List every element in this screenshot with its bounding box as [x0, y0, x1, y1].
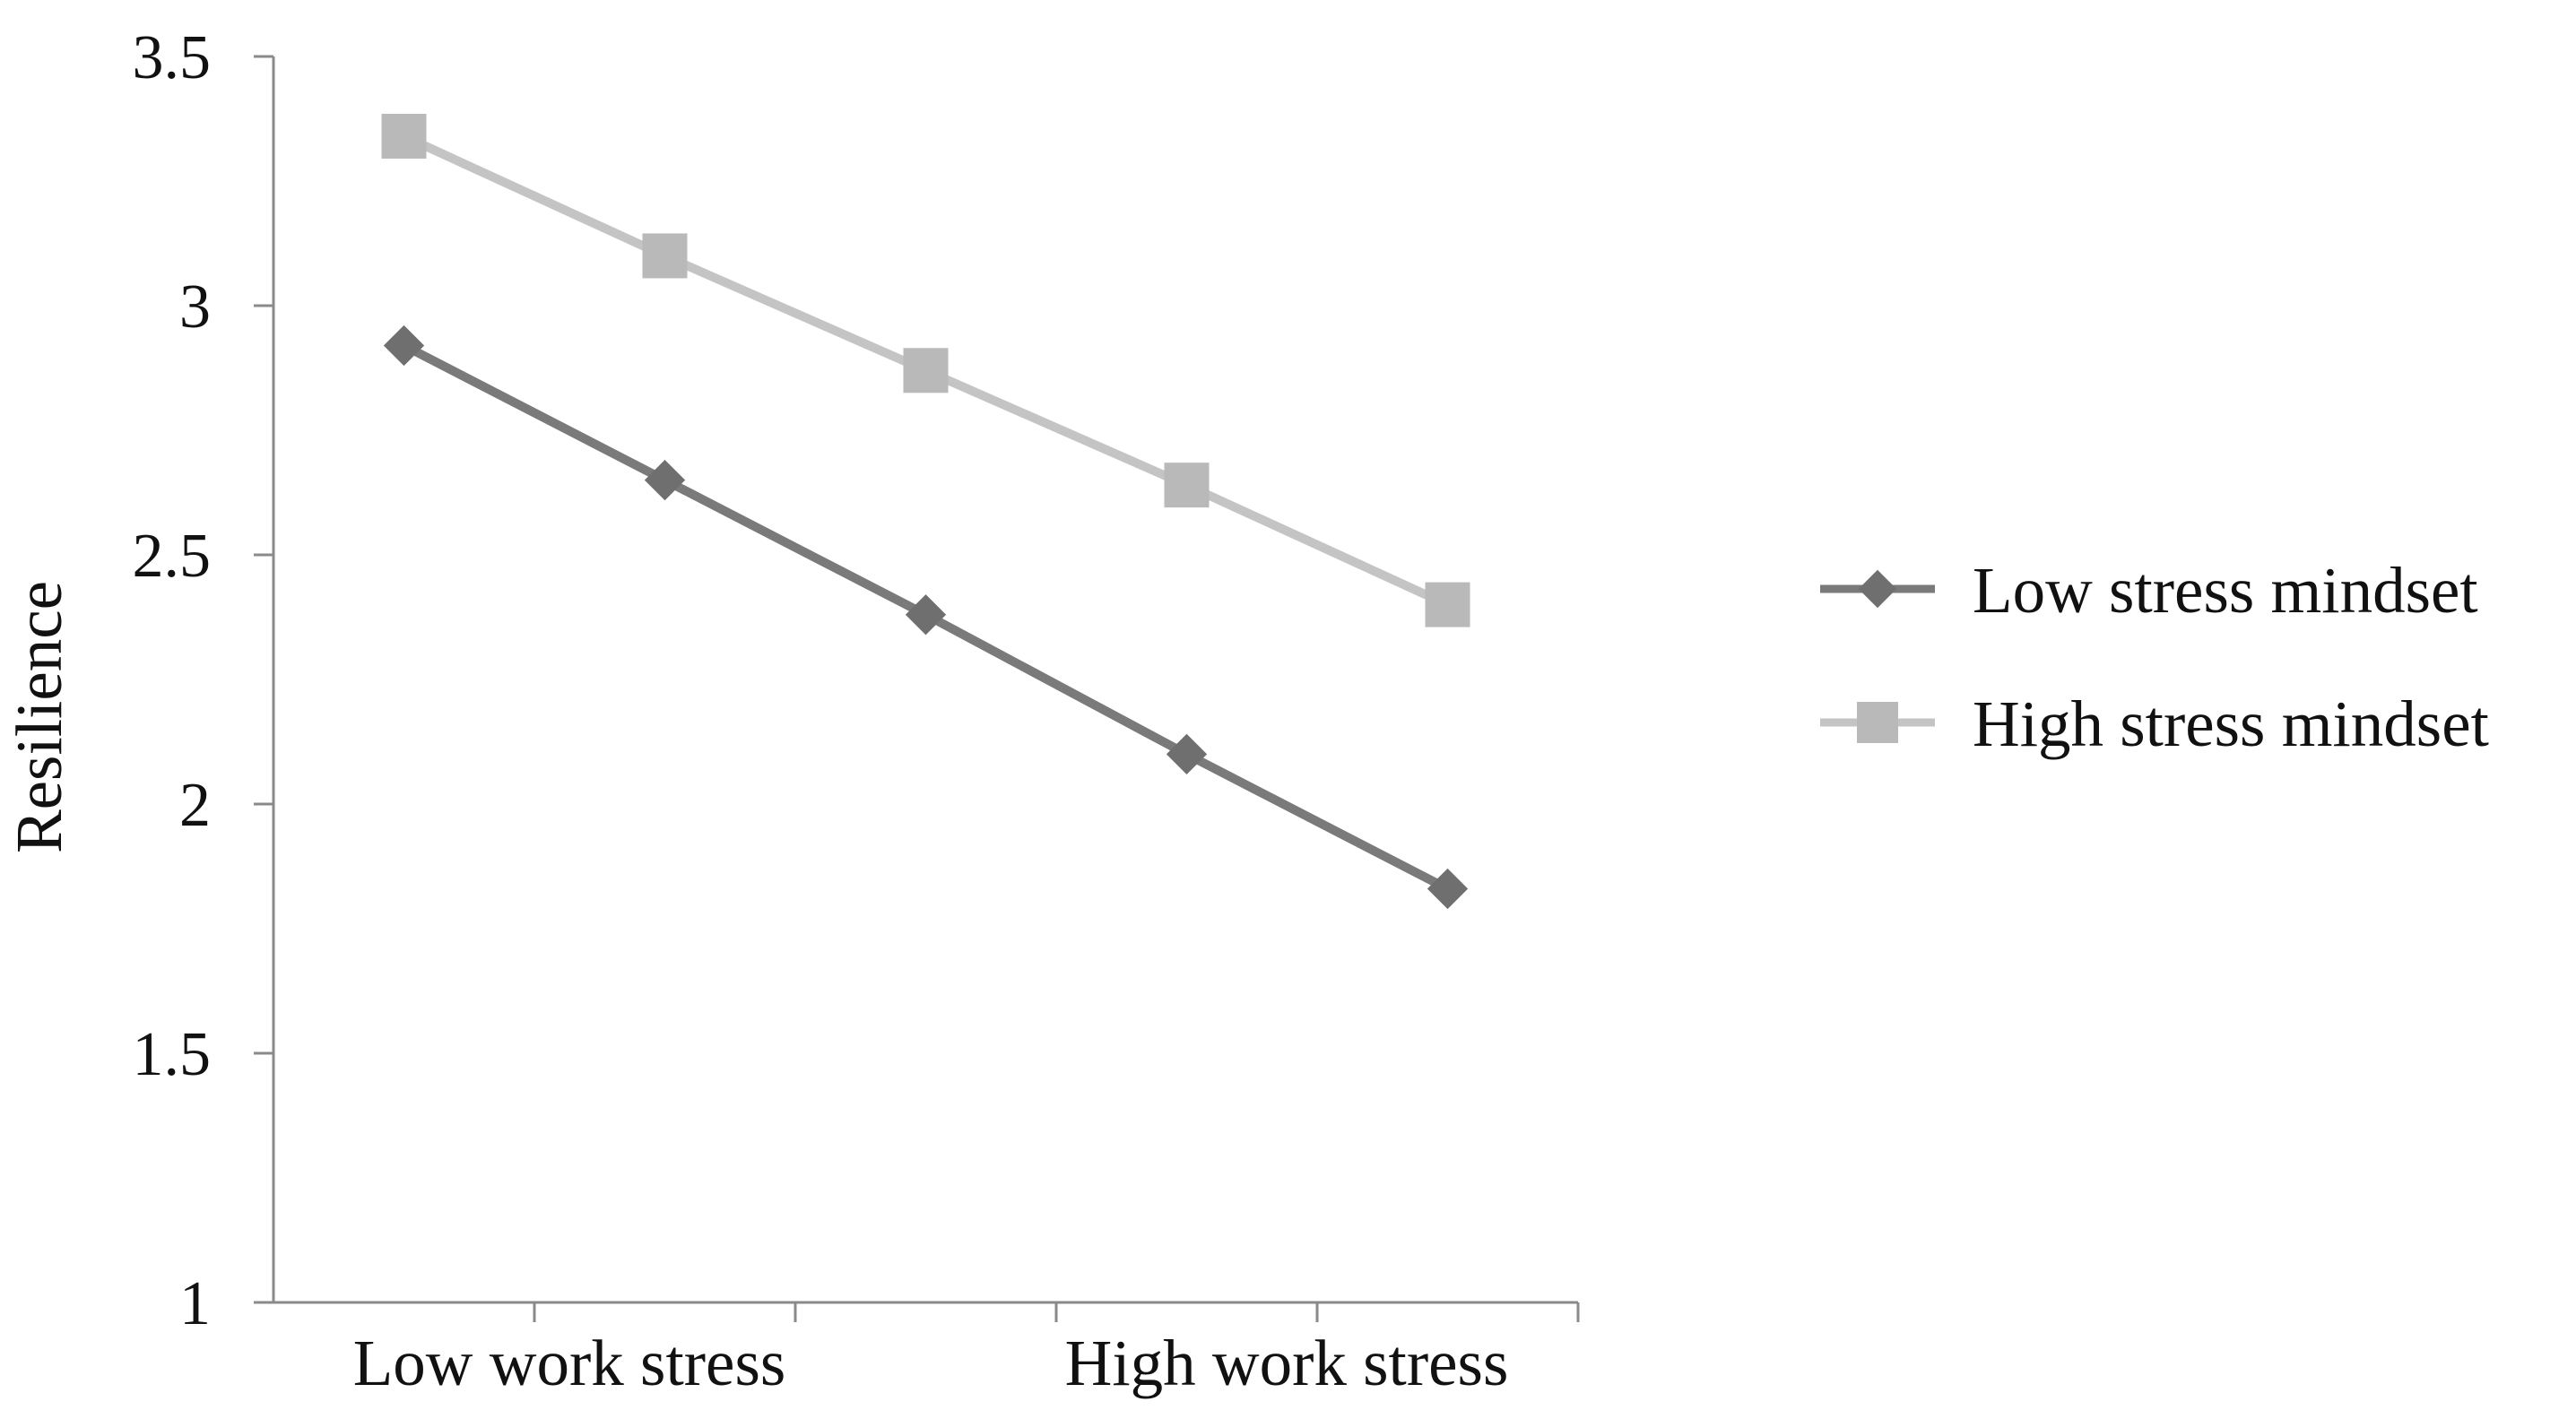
legend-item-high-stress-mindset: High stress mindset [1820, 688, 2489, 760]
legend-diamond-marker [1858, 569, 1897, 609]
axes [254, 55, 1580, 1322]
y-tick-label: 3 [179, 272, 211, 342]
data-point-square [1425, 582, 1470, 627]
data-point-square [642, 233, 688, 279]
legend-item-low-stress-mindset: Low stress mindset [1820, 554, 2478, 627]
data-point-diamond [383, 324, 425, 367]
legend-label-high: High stress mindset [1973, 688, 2489, 760]
data-point-diamond [905, 594, 947, 636]
data-point-diamond [644, 459, 686, 501]
y-tick-label: 2 [179, 771, 211, 840]
series [381, 113, 1470, 910]
series-high-stress-mindset [381, 113, 1470, 627]
legend-label-low: Low stress mindset [1973, 554, 2478, 627]
x-axis-label-low: Low work stress [353, 1327, 786, 1399]
y-tick-label: 2.5 [133, 522, 212, 591]
y-axis-label: Resilience [3, 581, 75, 853]
data-point-square [903, 348, 949, 394]
data-point-square [381, 113, 427, 159]
data-point-diamond [1166, 733, 1208, 775]
data-point-square [1164, 463, 1210, 508]
data-point-diamond [1427, 868, 1469, 910]
legend: Low stress mindset High stress mindset [1820, 554, 2489, 760]
series-low-stress-mindset [383, 324, 1469, 910]
x-axis-label-high: High work stress [1065, 1327, 1509, 1399]
y-tick-label: 1.5 [133, 1020, 212, 1089]
legend-square-marker [1857, 702, 1898, 743]
y-tick-label: 1 [179, 1269, 211, 1338]
y-tick-label: 3.5 [133, 23, 212, 92]
y-tick-labels: 1 1.5 2 2.5 3 3.5 [133, 23, 212, 1338]
